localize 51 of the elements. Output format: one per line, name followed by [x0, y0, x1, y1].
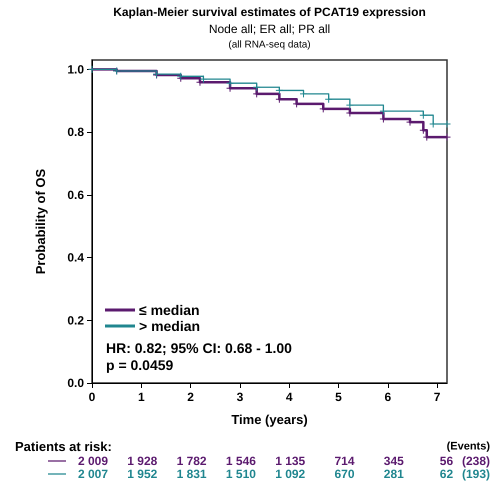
x-tick-label: 1 [138, 390, 145, 404]
point [300, 90, 308, 98]
point [226, 79, 234, 88]
legend-label: > median [139, 318, 200, 334]
text: 1 546 [226, 454, 256, 468]
x-tick-label: 2 [187, 390, 194, 404]
text: 714 [334, 454, 355, 468]
y-tick-label: 1.0 [67, 62, 84, 76]
text: 56 [440, 454, 454, 468]
chart-subtitle: Node all; ER all; PR all (all RNA-seq data) [208, 22, 330, 50]
text: 1 952 [127, 467, 158, 481]
x-tick-label: 7 [434, 390, 441, 404]
x-tick-label: 4 [286, 390, 293, 404]
y-tick-label: 0.2 [67, 313, 84, 328]
x-tick-label: 0 [88, 390, 96, 404]
text: 1 510 [226, 467, 256, 481]
point [324, 95, 333, 104]
text: 670 [334, 467, 355, 481]
y-tick-label: 0.0 [67, 376, 84, 390]
text: 2 009 [78, 454, 108, 468]
text: 1 782 [176, 454, 207, 468]
legend-label: ≤ median [139, 302, 200, 318]
point [199, 75, 208, 84]
y-tick-label: 0.6 [67, 188, 84, 202]
text: 62 [440, 467, 454, 481]
text: 1 135 [275, 454, 306, 468]
text: 2 007 [78, 467, 108, 481]
annotation: HR: 0.82; 95% CI: 0.68 - 1.00 [106, 340, 292, 356]
text: (193) [462, 467, 490, 481]
point [252, 83, 261, 92]
point [275, 86, 284, 94]
point [419, 111, 428, 120]
text: (238) [462, 454, 490, 468]
x-tick-label: 5 [335, 390, 342, 404]
text: 1 092 [275, 467, 306, 481]
text: Patients at risk: [15, 439, 112, 454]
x-tick-label: 3 [236, 390, 244, 404]
annotation: p = 0.0459 [106, 357, 174, 373]
x-axis-title: Time (years) [231, 412, 308, 427]
chart-title: Kaplan-Meier survival estimates of PCAT19 expression [113, 5, 426, 19]
x-tick-label: 6 [384, 390, 392, 404]
text: 1 831 [176, 467, 207, 481]
text: 1 928 [127, 454, 158, 468]
text: (Events) [446, 440, 490, 452]
point [379, 107, 388, 116]
y-tick-label: 0.4 [67, 250, 84, 265]
y-tick-label: 0.8 [67, 125, 84, 140]
text: 345 [384, 454, 404, 468]
point [346, 101, 354, 110]
y-axis-title: Probability of OS [33, 168, 48, 274]
text: 281 [384, 467, 404, 481]
